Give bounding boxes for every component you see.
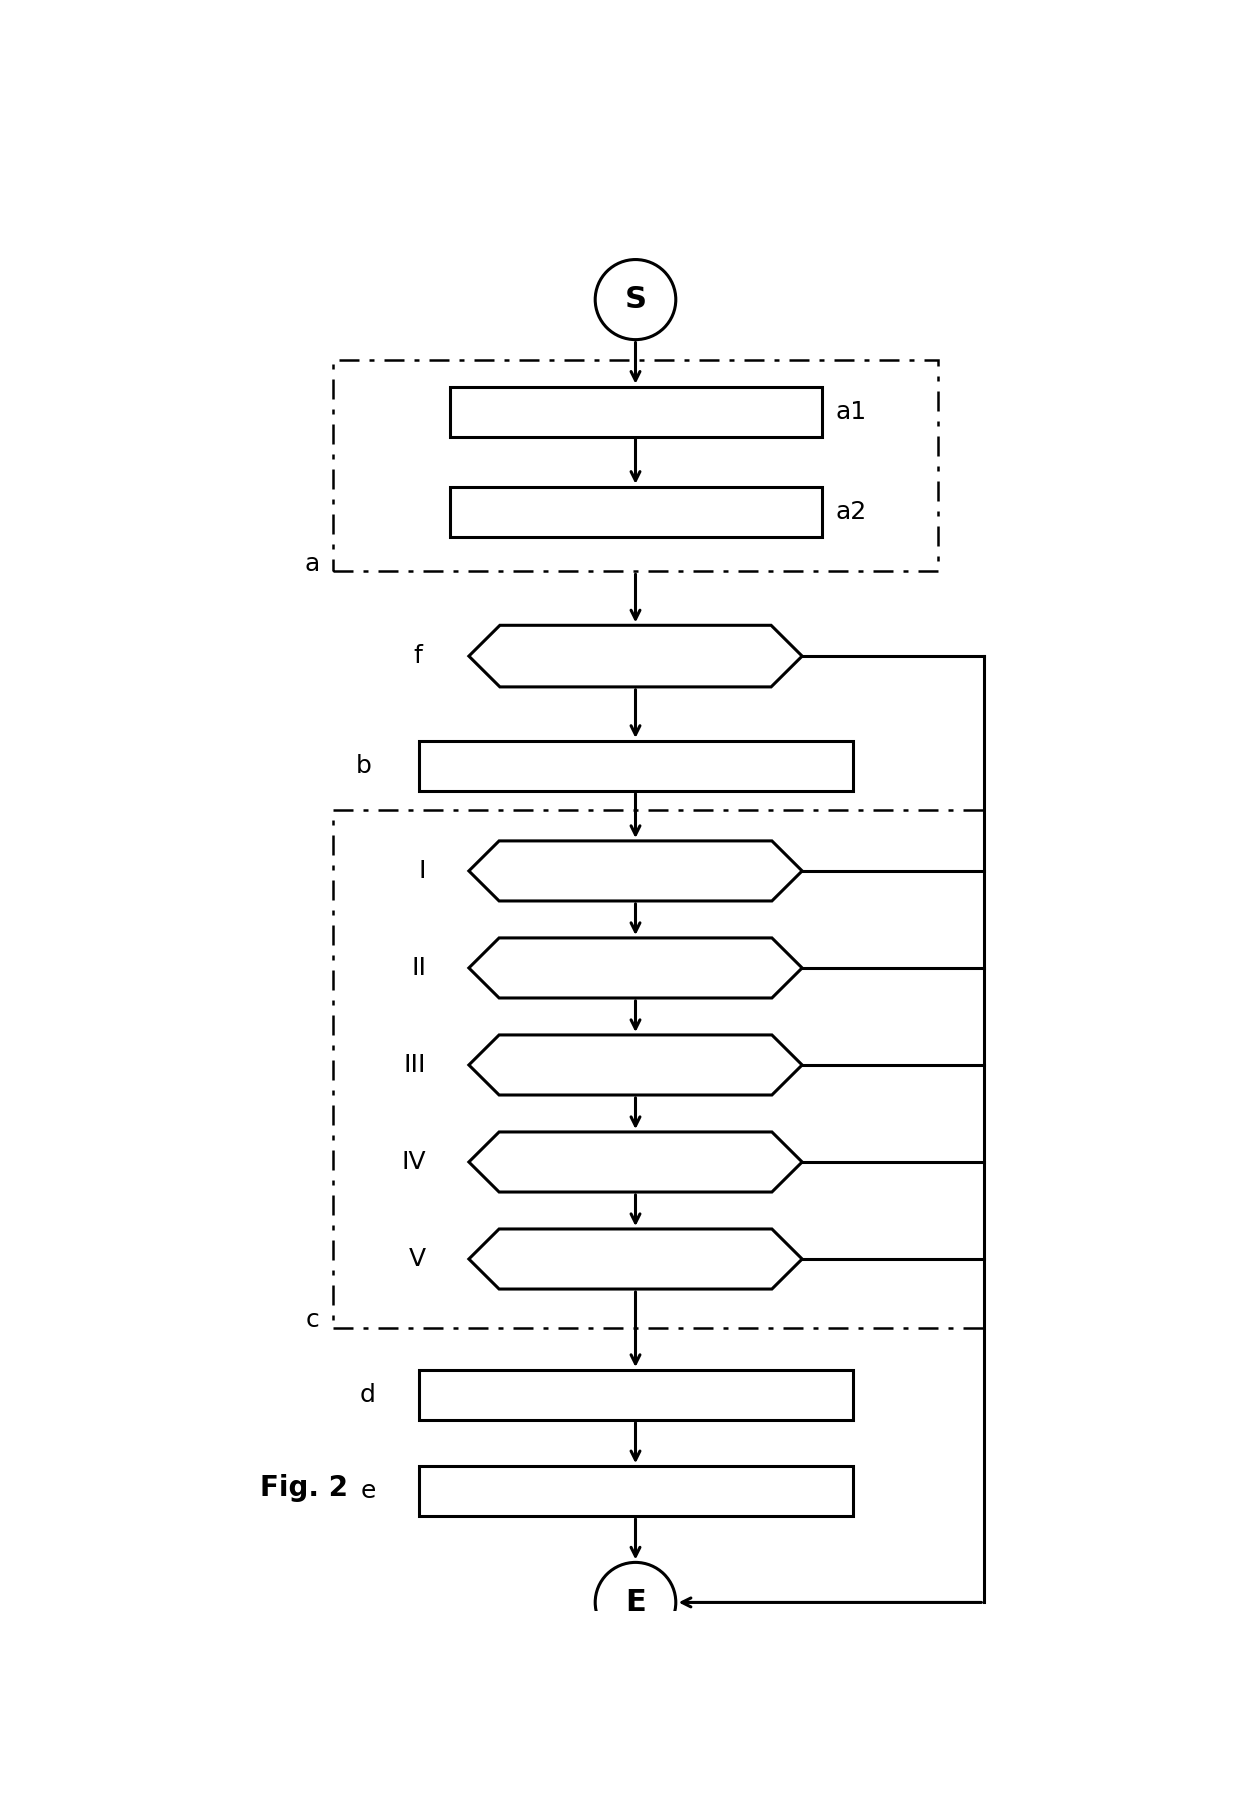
Text: a: a [304,552,320,576]
Text: f: f [413,644,423,668]
Circle shape [595,259,676,340]
Polygon shape [469,624,802,688]
Bar [419,1370,853,1419]
Bar [334,811,985,1327]
Text: b: b [356,753,372,778]
Text: IV: IV [402,1149,427,1175]
Text: d: d [360,1383,376,1406]
Polygon shape [469,1035,802,1095]
Text: a2: a2 [836,500,867,523]
Text: III: III [404,1053,427,1077]
Text: II: II [412,956,427,979]
Text: a1: a1 [836,400,867,424]
Circle shape [595,1562,676,1642]
Bar [419,740,853,791]
Text: Fig. 2: Fig. 2 [259,1473,347,1502]
Polygon shape [469,1229,802,1289]
Text: S: S [625,286,646,315]
Text: E: E [625,1587,646,1616]
Text: c: c [305,1309,320,1332]
Text: V: V [409,1247,427,1271]
Text: I: I [419,860,427,883]
Bar [449,487,821,538]
Bar [334,360,937,572]
Polygon shape [469,938,802,997]
Bar [449,387,821,436]
Polygon shape [469,842,802,901]
Bar [419,1466,853,1517]
Polygon shape [469,1131,802,1193]
Text: e: e [361,1479,376,1502]
